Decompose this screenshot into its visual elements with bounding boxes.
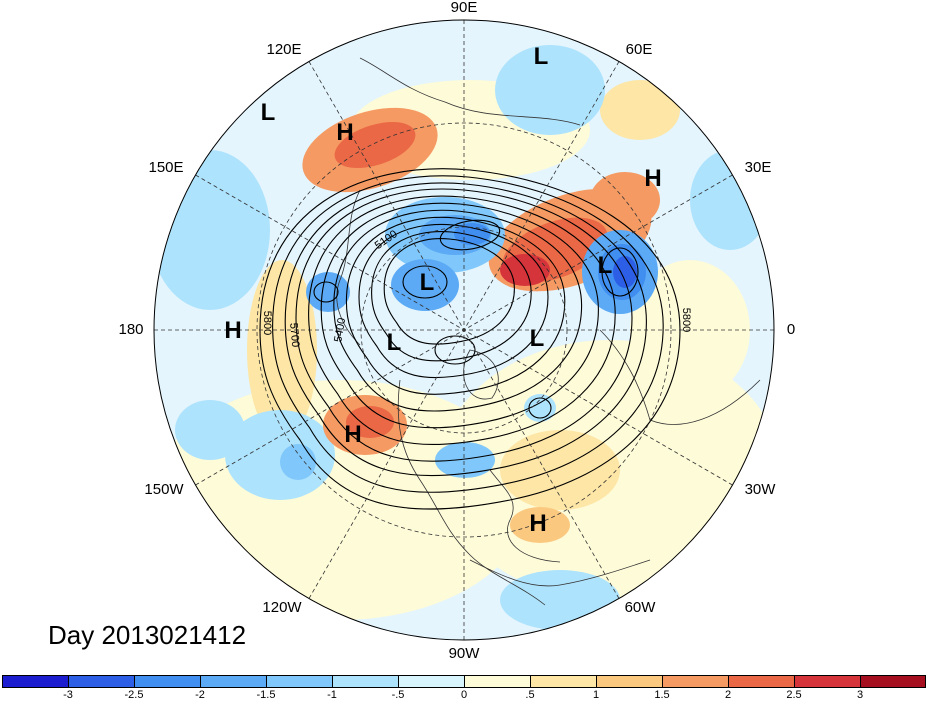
colorbar-swatch: [464, 675, 530, 688]
colorbar-tick-label: -.5: [391, 689, 405, 701]
height-contour: [320, 202, 599, 429]
map-date-title: Day 2013021412: [48, 620, 247, 650]
longitude-label: 90W: [448, 645, 480, 662]
longitude-label: 120W: [262, 599, 302, 616]
anomaly-negative: [435, 442, 495, 478]
graticule: [154, 20, 774, 640]
height-contour-closed: [601, 247, 639, 297]
anomaly-very-strong-negative: [454, 223, 490, 245]
height-contours: [259, 168, 681, 510]
latitude-circle: [256, 122, 672, 538]
longitude-label: 30W: [744, 481, 776, 498]
colorbar-swatch: [266, 675, 332, 688]
coastline-asia-north: [359, 57, 581, 126]
polar-stereographic-map: [153, 19, 775, 641]
longitude-label: 60E: [625, 41, 653, 58]
coastline-central-america: [469, 559, 651, 587]
longitude-label: 120E: [266, 41, 302, 58]
colorbar-tick-label: -3: [63, 689, 73, 701]
longitude-label: 30E: [744, 159, 772, 176]
low-pressure-marker: L: [386, 329, 402, 356]
colorbar-swatch: [662, 675, 728, 688]
colorbar-swatch: [134, 675, 200, 688]
height-contour: [259, 168, 681, 510]
colorbar-tick-label: -1.5: [256, 689, 276, 701]
anomaly-light-negative: [495, 45, 605, 135]
colorbar-swatch: [332, 675, 398, 688]
colorbar-swatch: [398, 675, 464, 688]
high-pressure-marker: H: [529, 510, 547, 537]
coastline-north-america-east: [489, 469, 561, 563]
height-contour: [308, 195, 616, 446]
colorbar-swatch: [530, 675, 596, 688]
anomaly-light-negative: [500, 570, 620, 630]
colorbar-swatch: [68, 675, 134, 688]
anomaly-strong-positive: [334, 121, 416, 169]
height-contour: [345, 216, 566, 395]
contour-value-label: 5700: [287, 322, 302, 348]
low-pressure-marker: L: [597, 252, 613, 279]
colorbar-tick-label: -2: [195, 689, 205, 701]
colorbar-swatch: [596, 675, 662, 688]
anomaly-positive: [247, 260, 317, 440]
longitude-label: 180: [118, 321, 144, 338]
map-boundary: [153, 19, 775, 641]
longitude-label: 90E: [450, 0, 478, 16]
longitude-label: 150W: [144, 481, 184, 498]
colorbar-tick-label: 0: [460, 689, 468, 701]
colorbar-swatch: [728, 675, 794, 688]
longitude-label: 0: [786, 321, 796, 338]
height-contour-closed: [313, 281, 339, 303]
anomaly-very-strong-negative: [613, 256, 637, 288]
anomaly-positive: [590, 172, 660, 228]
anomaly-positive: [500, 430, 620, 510]
colorbar-swatch: [200, 675, 266, 688]
height-contour-closed: [439, 219, 501, 251]
height-contour: [358, 223, 549, 379]
anomaly-light-negative: [225, 410, 335, 500]
anomaly-light-negative: [175, 400, 245, 460]
height-contour-closed: [402, 265, 448, 299]
low-pressure-marker: L: [419, 269, 435, 296]
anomaly-positive: [600, 80, 680, 140]
longitude-label: 150E: [148, 159, 184, 176]
height-contour: [272, 175, 664, 493]
meridian-line: [195, 174, 733, 486]
colorbar-tick-label: 2.5: [786, 689, 802, 701]
contour-value-label: 5800: [680, 307, 693, 333]
height-contour: [284, 182, 647, 477]
low-pressure-marker: L: [529, 325, 545, 352]
high-pressure-marker: H: [336, 119, 354, 146]
anomaly-strong-positive: [346, 406, 394, 438]
coastline-asia-east: [336, 189, 361, 346]
height-contour-closed: [434, 335, 476, 365]
contour-value-label: 5800: [261, 310, 274, 336]
colorbar-tick-label: .5: [525, 689, 535, 701]
height-contour: [383, 238, 515, 345]
colorbar-tick-label: 3: [856, 689, 864, 701]
coastline-north-america-west: [397, 379, 546, 606]
height-contour: [295, 188, 633, 462]
high-pressure-marker: H: [644, 165, 662, 192]
height-contour: [371, 230, 532, 362]
colorbar-tick-label: -1: [327, 689, 337, 701]
colorbar-tick-label: 1: [592, 689, 600, 701]
colorbar-tick-label: 2: [724, 689, 732, 701]
colorbar-tick-label: 1.5: [654, 689, 670, 701]
anomaly-negative: [280, 444, 316, 480]
colorbar-swatch: [794, 675, 860, 688]
low-pressure-marker: L: [260, 99, 276, 126]
colorbar-swatch: [860, 675, 926, 688]
low-pressure-marker: L: [533, 43, 549, 70]
high-pressure-marker: H: [344, 421, 362, 448]
high-pressure-marker: H: [224, 317, 242, 344]
anomaly-positive: [510, 507, 570, 543]
height-contour: [333, 209, 583, 412]
colorbar-swatch: [2, 675, 68, 688]
longitude-label: 60W: [624, 599, 656, 616]
colorbar-tick-label: -2.5: [124, 689, 144, 701]
